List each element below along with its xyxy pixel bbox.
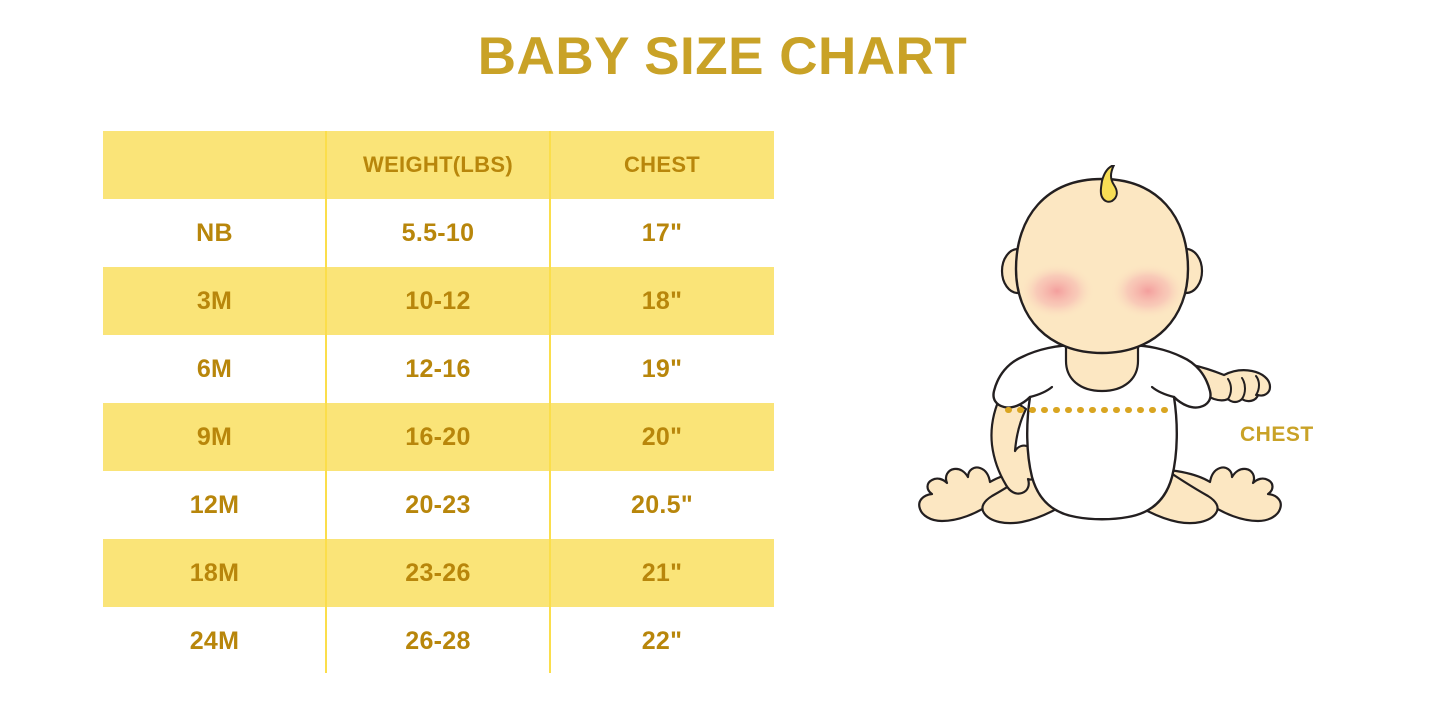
column-divider-line	[549, 131, 551, 673]
table-body: NB 5.5-10 17" 3M 10-12 18" 6M 12-16 19" …	[103, 199, 774, 675]
baby-illustration	[918, 165, 1282, 525]
right-fist-fingers	[1227, 375, 1260, 400]
cell-size: 6M	[196, 354, 233, 383]
cell-weight: 26-28	[405, 626, 471, 655]
right-leg	[1152, 466, 1282, 523]
cell-size: 18M	[189, 558, 240, 587]
column-header-chest: CHEST	[550, 131, 774, 199]
table-row: 9M 16-20 20"	[103, 403, 774, 471]
cell-chest: 17"	[641, 218, 683, 247]
table-header: WEIGHT(LBS) CHEST	[103, 131, 774, 199]
column-header-size	[103, 131, 326, 199]
table-row: 6M 12-16 19"	[103, 335, 774, 403]
table-row: 12M 20-23 20.5"	[103, 471, 774, 539]
cell-chest: 19"	[641, 354, 683, 383]
cell-size: NB	[196, 218, 233, 247]
cell-chest: 22"	[641, 626, 683, 655]
column-header-weight: WEIGHT(LBS)	[326, 131, 550, 199]
cell-weight: 23-26	[405, 558, 471, 587]
table-row: 3M 10-12 18"	[103, 267, 774, 335]
cell-chest: 20.5"	[630, 490, 693, 519]
size-chart-table: WEIGHT(LBS) CHEST NB 5.5-10 17" 3M 10-12…	[103, 131, 774, 675]
left-cheek	[1019, 263, 1095, 319]
cell-weight: 5.5-10	[401, 218, 475, 247]
cell-size: 9M	[196, 422, 233, 451]
table-row: NB 5.5-10 17"	[103, 199, 774, 267]
column-divider-line	[325, 131, 327, 673]
cell-weight: 20-23	[405, 490, 471, 519]
chest-measure-label: CHEST	[1240, 423, 1314, 446]
table-row: 18M 23-26 21"	[103, 539, 774, 607]
cell-chest: 21"	[641, 558, 683, 587]
cell-chest: 18"	[641, 286, 683, 315]
cell-size: 3M	[196, 286, 233, 315]
left-sleeve-seam	[1028, 385, 1054, 399]
hair-curl-icon	[1099, 165, 1118, 203]
cell-size: 12M	[189, 490, 240, 519]
table-header-row: WEIGHT(LBS) CHEST	[103, 131, 774, 199]
cell-weight: 10-12	[405, 286, 471, 315]
cell-weight: 12-16	[405, 354, 471, 383]
table-row: 24M 26-28 22"	[103, 607, 774, 675]
right-cheek	[1110, 263, 1186, 319]
page-title: BABY SIZE CHART	[477, 27, 968, 86]
cell-chest: 20"	[641, 422, 683, 451]
cell-weight: 16-20	[405, 422, 471, 451]
right-sleeve-seam	[1150, 385, 1176, 399]
cell-size: 24M	[189, 626, 240, 655]
